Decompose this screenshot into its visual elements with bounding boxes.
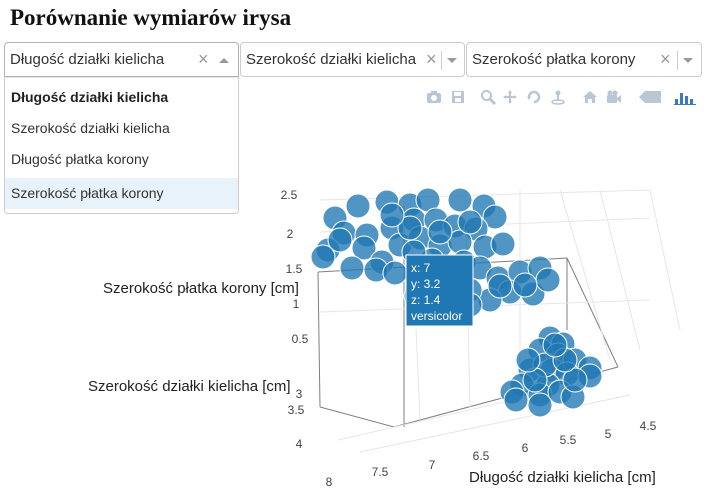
data-point[interactable] — [515, 347, 541, 373]
y-axis-dropdown[interactable]: Szerokość działki kielicha × — [240, 42, 465, 77]
x-tick-label: 6 — [522, 441, 529, 455]
data-point[interactable] — [447, 187, 473, 213]
z-axis-dropdown-value: Szerokość płatka korony — [472, 51, 636, 68]
z-tick-label: 0.5 — [292, 332, 309, 346]
clear-icon[interactable]: × — [426, 49, 437, 69]
x-axis-dropdown[interactable]: Długość działki kielicha × — [4, 42, 239, 77]
camera-icon[interactable] — [426, 89, 442, 105]
data-point[interactable] — [487, 273, 513, 299]
hover-y: y: 3.2 — [411, 277, 441, 291]
data-point[interactable] — [339, 255, 365, 281]
plotly-logo-icon[interactable] — [674, 89, 696, 105]
dropdown-separator — [441, 51, 442, 70]
clear-icon[interactable]: × — [660, 49, 671, 69]
x-tick-label: 5.5 — [560, 433, 577, 447]
x-axis-title: Długość działki kielicha [cm] — [469, 469, 656, 486]
y-tick-label: 3.5 — [288, 403, 305, 417]
data-point[interactable] — [542, 332, 568, 358]
x-tick-label: 7.5 — [372, 465, 389, 479]
data-point[interactable] — [382, 260, 408, 286]
x-tick-label: 5 — [605, 427, 612, 441]
data-point[interactable] — [327, 227, 353, 253]
chevron-down-icon[interactable] — [447, 58, 457, 63]
page-title: Porównanie wymiarów irysa — [10, 5, 292, 30]
hover-label: versicolor — [411, 309, 462, 323]
data-point[interactable] — [535, 267, 561, 293]
z-tick-label: 2 — [287, 227, 294, 241]
dropdown-menu: Długość działki kielicha Szerokość dział… — [4, 77, 239, 214]
x-axis-dropdown-value: Długość działki kielicha — [10, 51, 165, 68]
y-axis-dropdown-value: Szerokość działki kielicha — [246, 51, 417, 68]
data-point[interactable] — [351, 235, 377, 261]
y-tick-label: 3 — [296, 387, 303, 401]
z-tick-label: 1.5 — [286, 262, 303, 276]
camera-reset-icon[interactable] — [606, 89, 622, 105]
data-point[interactable] — [482, 204, 508, 230]
clear-icon[interactable]: × — [198, 49, 209, 69]
z-tick-label: 2.5 — [281, 188, 298, 202]
dropdown-separator — [677, 51, 678, 70]
z-axis-title: Szerokość płatka korony [cm] — [103, 280, 299, 297]
data-point[interactable] — [457, 209, 483, 235]
data-point[interactable] — [527, 392, 553, 418]
z-tick-label: 1 — [293, 297, 300, 311]
x-tick-label: 8 — [326, 475, 333, 489]
hover-x: x: 7 — [411, 261, 431, 275]
orbit-rotation-icon[interactable] — [526, 89, 542, 105]
data-point[interactable] — [503, 387, 529, 413]
data-point[interactable] — [397, 215, 423, 241]
menu-option[interactable]: Długość działki kielicha — [11, 89, 169, 105]
chevron-up-icon[interactable] — [219, 58, 229, 63]
y-axis-title: Szerokość działki kielicha [cm] — [88, 378, 291, 395]
data-point[interactable] — [512, 272, 538, 298]
menu-option[interactable]: Szerokość działki kielicha — [11, 120, 170, 136]
hover-z: z: 1.4 — [411, 293, 441, 307]
x-tick-label: 6.5 — [473, 449, 490, 463]
data-point[interactable] — [310, 244, 336, 270]
z-axis-dropdown[interactable]: Szerokość płatka korony × — [466, 42, 702, 77]
x-tick-label: 7 — [429, 458, 436, 472]
y-tick-label: 4 — [296, 437, 303, 451]
pan-icon[interactable] — [502, 89, 518, 105]
save-icon[interactable] — [450, 89, 466, 105]
hover-closest-icon[interactable] — [638, 89, 662, 105]
menu-option[interactable]: Szerokość płatka korony — [5, 178, 238, 209]
chevron-down-icon[interactable] — [683, 58, 693, 63]
data-point[interactable] — [562, 367, 588, 393]
data-point[interactable] — [427, 219, 453, 245]
data-point[interactable] — [345, 193, 371, 219]
data-point[interactable] — [490, 231, 516, 257]
home-icon[interactable] — [582, 89, 598, 105]
hover-tooltip: x: 7 y: 3.2 z: 1.4 versicolor — [405, 254, 474, 327]
turntable-rotation-icon[interactable] — [550, 89, 566, 105]
x-tick-label: 4.5 — [640, 419, 657, 433]
data-point[interactable] — [379, 202, 405, 228]
menu-option[interactable]: Długość płatka korony — [11, 151, 149, 167]
zoom-icon[interactable] — [480, 89, 496, 105]
